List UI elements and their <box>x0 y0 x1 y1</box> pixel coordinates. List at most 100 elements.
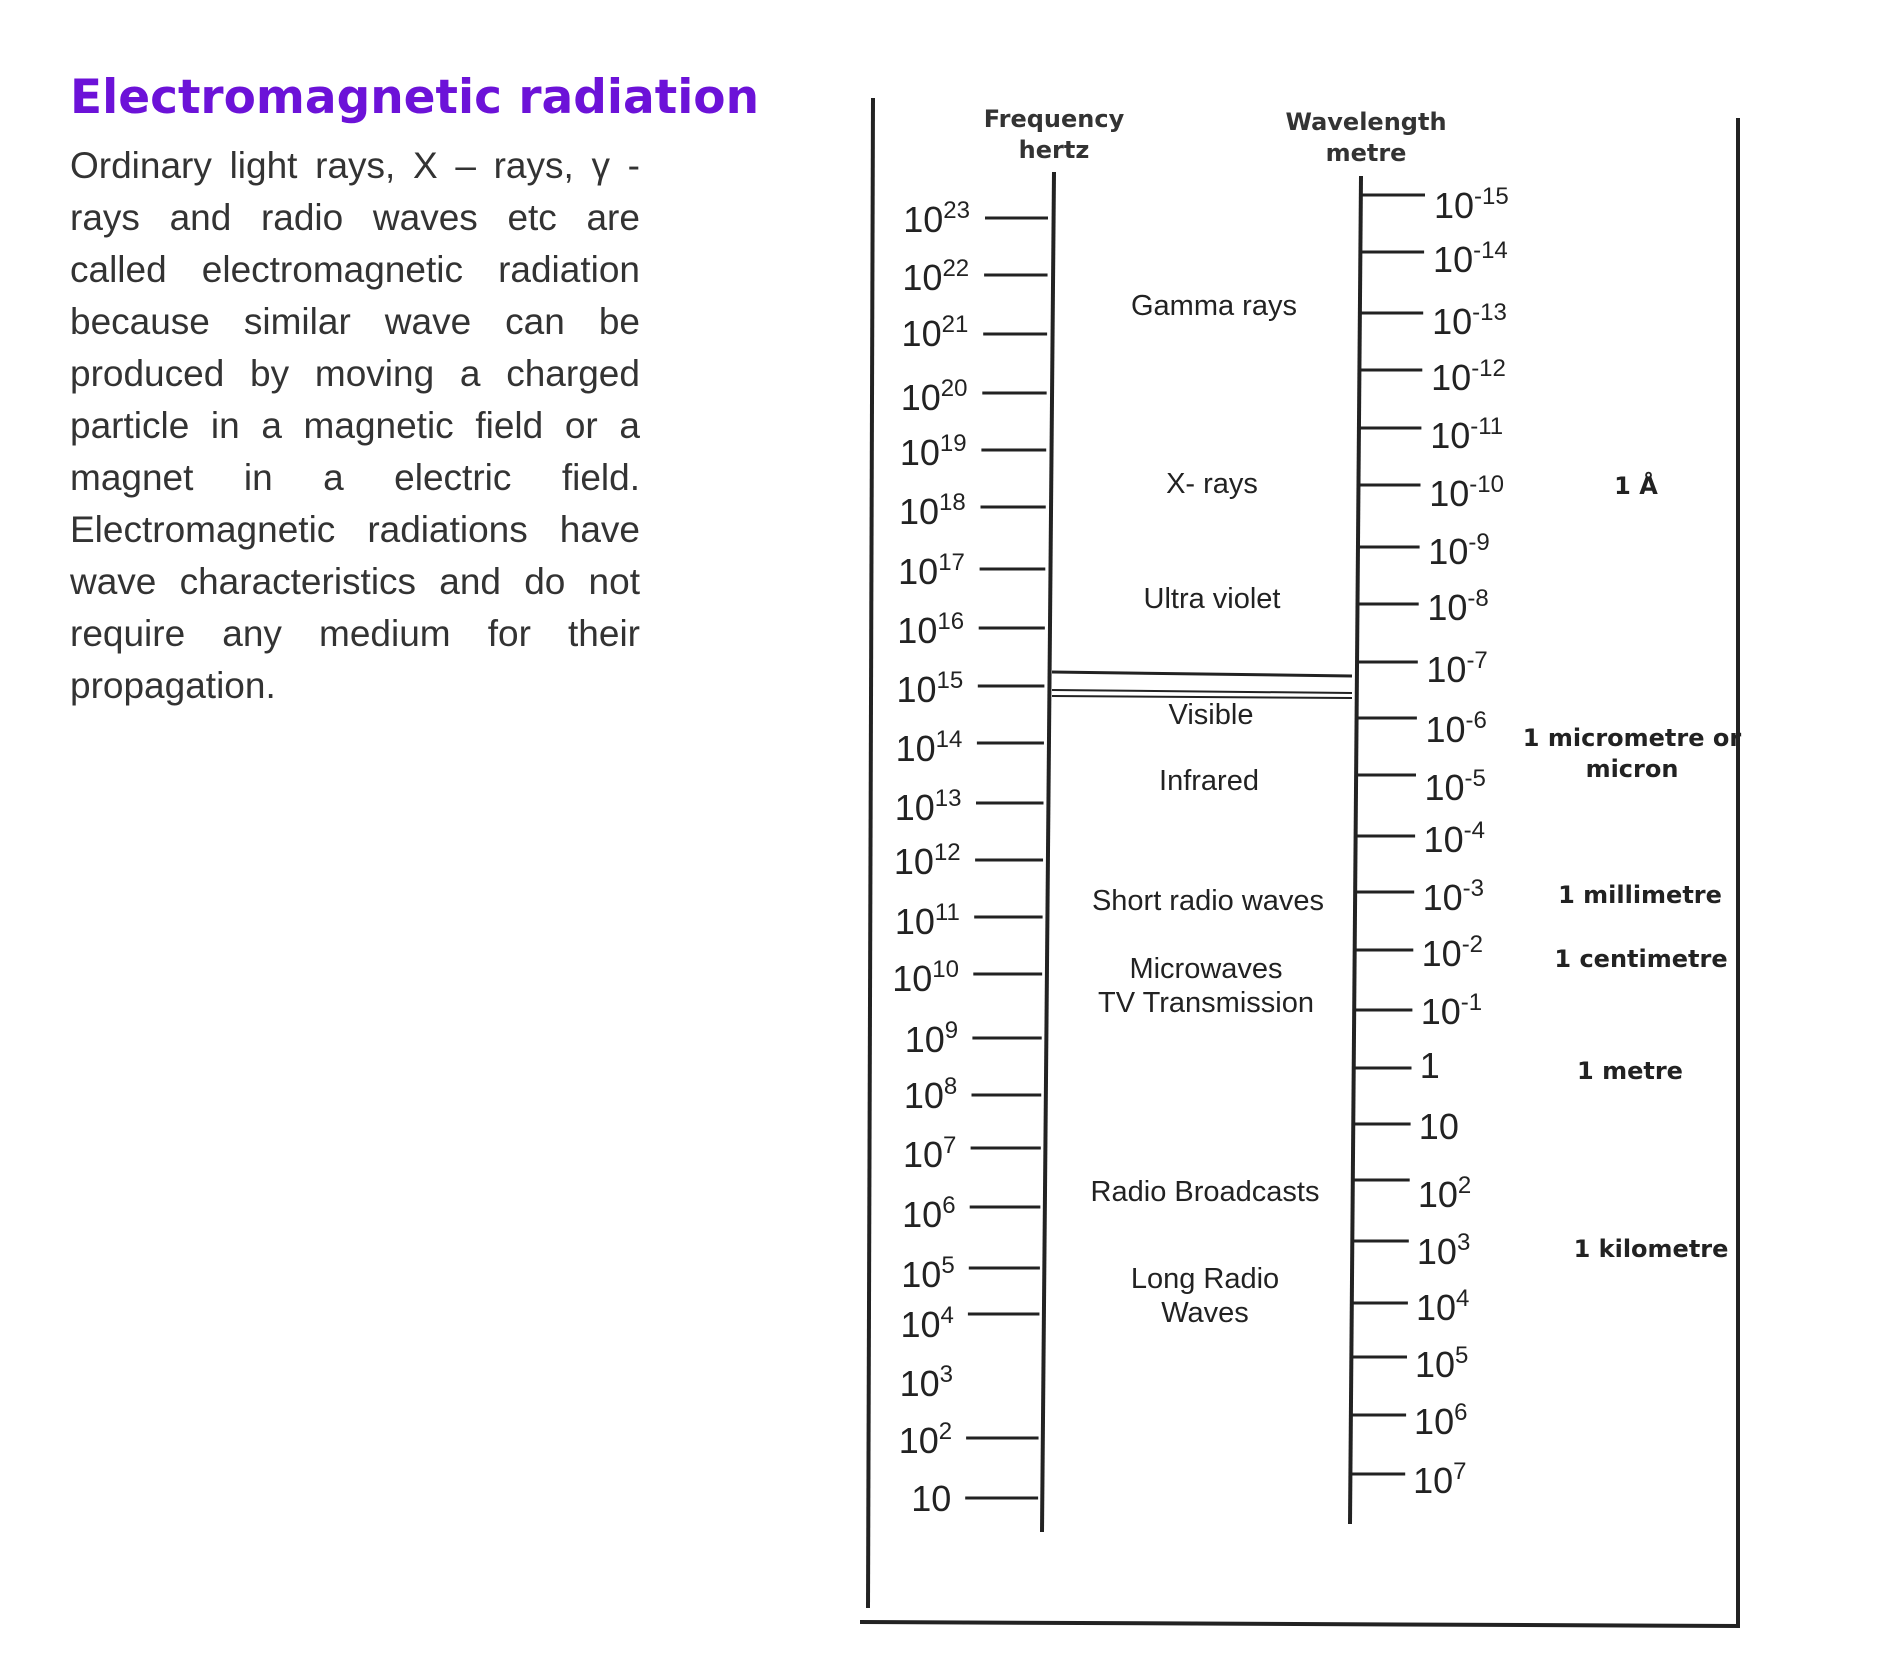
frequency-tick-label: 1020 <box>901 375 968 418</box>
description-paragraph: Ordinary light rays, X – rays, γ - rays and radio w… <box>70 140 640 712</box>
paragraph-word: or <box>564 405 598 446</box>
wavelength-tick-label: 106 <box>1414 1399 1467 1442</box>
spectrum-region-label: Gamma rays <box>1131 290 1297 322</box>
paragraph-word: do <box>524 561 566 602</box>
wavelength-tick-label: 107 <box>1413 1458 1466 1501</box>
paragraph-line: wave characteristics and do not <box>70 556 640 608</box>
wavelength-tick-label: 10-12 <box>1431 355 1506 398</box>
visible-boundary-line <box>1051 670 1353 678</box>
wavelength-axis <box>1348 175 1363 1525</box>
wavelength-tick-label: 102 <box>1418 1172 1471 1215</box>
spectrum-region-label: TV Transmission <box>1098 987 1314 1019</box>
spectrum-region-label: Radio Broadcasts <box>1091 1176 1320 1208</box>
paragraph-word: are <box>586 197 640 238</box>
frequency-tick-label: 1023 <box>903 197 970 240</box>
frequency-tick-label: 1016 <box>897 608 964 651</box>
wavelength-unit-annotation: 1 kilometre <box>1574 1235 1729 1263</box>
paragraph-word: in <box>210 405 240 446</box>
frequency-tick-label: 105 <box>901 1252 954 1295</box>
frequency-tick-label: 1022 <box>902 255 969 298</box>
paragraph-word: radio <box>260 197 344 238</box>
paragraph-word: light <box>229 145 298 186</box>
paragraph-word: rays, <box>493 145 574 186</box>
paragraph-word: called <box>70 249 167 290</box>
paragraph-word: by <box>250 353 290 394</box>
paragraph-word: field <box>475 405 544 446</box>
paragraph-word: field. <box>561 457 640 498</box>
wavelength-tick-label: 10-8 <box>1427 585 1488 628</box>
paragraph-word: propagation. <box>70 665 276 706</box>
paragraph-word: magnet <box>70 457 194 498</box>
spectrum-region-label: Ultra violet <box>1144 583 1281 615</box>
wavelength-tick-label: 10-6 <box>1425 707 1486 750</box>
wavelength-tick-label: 10-5 <box>1425 765 1486 808</box>
frame-left-border <box>866 97 875 1609</box>
paragraph-word: - <box>627 145 640 186</box>
wavelength-axis-header: Wavelength <box>1285 108 1446 136</box>
frequency-tick-label: 1017 <box>898 549 965 592</box>
frequency-tick-label: 107 <box>903 1132 956 1175</box>
wavelength-tick-label: 10-9 <box>1428 529 1489 572</box>
spectrum-region-label: Visible <box>1169 699 1254 731</box>
paragraph-word: in <box>243 457 273 498</box>
frequency-tick-label: 10 <box>911 1478 951 1519</box>
frequency-axis-header: Frequency <box>984 105 1125 133</box>
wavelength-tick-label: 10-15 <box>1434 183 1509 226</box>
frequency-tick-label: 1010 <box>892 956 959 999</box>
frequency-tick-label: 1014 <box>896 726 963 769</box>
wavelength-tick-label: 10-7 <box>1426 647 1487 690</box>
spectrum-region-label: Infrared <box>1159 765 1259 797</box>
paragraph-word: a <box>459 353 481 394</box>
frequency-tick-label: 102 <box>899 1418 952 1461</box>
paragraph-word: similar <box>243 301 351 342</box>
paragraph-line: Electromagnetic radiations have <box>70 504 640 556</box>
paragraph-word: waves <box>372 197 478 238</box>
paragraph-line: because similar wave can be <box>70 296 640 348</box>
paragraph-word: Electromagnetic <box>70 509 336 550</box>
wavelength-unit-annotation: 1 millimetre <box>1558 881 1722 909</box>
paragraph-word: and <box>169 197 232 238</box>
wavelength-tick-label: 10-4 <box>1424 817 1485 860</box>
paragraph-word: have <box>559 509 640 550</box>
paragraph-word: particle <box>70 405 190 446</box>
paragraph-word: a <box>619 405 640 446</box>
wavelength-tick-label: 104 <box>1416 1285 1469 1328</box>
frequency-tick-label: 1012 <box>894 839 961 882</box>
paragraph-word: γ <box>591 145 610 186</box>
paragraph-line: Ordinary light rays, X – rays, γ - <box>70 140 640 192</box>
paragraph-word: produced <box>70 353 225 394</box>
frequency-axis-header: hertz <box>1019 136 1090 164</box>
paragraph-word: wave <box>384 301 472 342</box>
wavelength-tick-label: 10-2 <box>1422 931 1483 974</box>
wavelength-tick-label: 10 <box>1419 1106 1459 1147</box>
paragraph-line: require any medium for their <box>70 608 640 660</box>
paragraph-word: any <box>222 613 282 654</box>
paragraph-word: electromagnetic <box>201 249 463 290</box>
paragraph-line: propagation. <box>70 660 640 712</box>
wavelength-tick-label: 10-3 <box>1423 875 1484 918</box>
wavelength-unit-annotation: 1 Å <box>1614 471 1658 500</box>
visible-boundary-line <box>1051 689 1353 694</box>
frequency-tick-label: 1013 <box>895 785 962 828</box>
wavelength-unit-annotation: 1 metre <box>1577 1057 1683 1085</box>
wavelength-tick-label: 10-10 <box>1429 471 1504 514</box>
paragraph-word: charged <box>506 353 640 394</box>
paragraph-word: – <box>455 145 476 186</box>
spectrum-region-label: Short radio waves <box>1092 885 1324 917</box>
wavelength-unit-annotation: 1 micrometre or <box>1523 724 1742 752</box>
page-title: Electromagnetic radiation <box>70 70 760 125</box>
frequency-tick-label: 1015 <box>896 667 963 710</box>
frequency-axis <box>1040 171 1056 1533</box>
paragraph-word: a <box>323 457 344 498</box>
paragraph-word: be <box>598 301 640 342</box>
visible-boundary-line <box>1051 695 1353 699</box>
frequency-tick-label: 1019 <box>900 430 967 473</box>
wavelength-axis-header: metre <box>1326 139 1407 167</box>
paragraph-word: rays, <box>315 145 396 186</box>
wavelength-unit-annotation: micron <box>1586 755 1679 783</box>
wavelength-tick-label: 103 <box>1417 1229 1470 1272</box>
paragraph-word: their <box>568 613 640 654</box>
wavelength-unit-annotation: 1 centimetre <box>1554 945 1727 973</box>
paragraph-word: Ordinary <box>70 145 212 186</box>
